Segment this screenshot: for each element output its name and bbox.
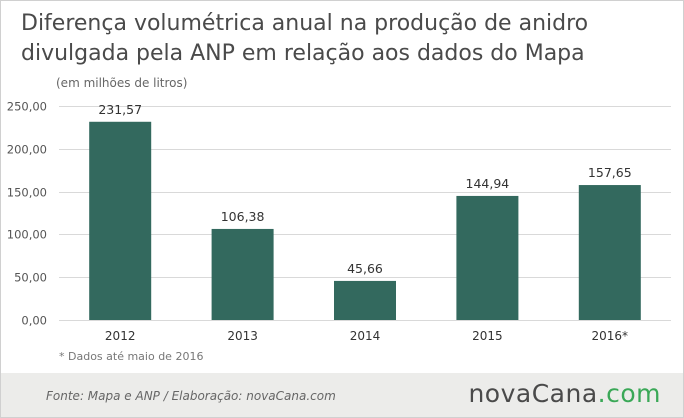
x-tick-label: 2012 [105, 329, 136, 343]
y-tick-label: 0,00 [21, 314, 47, 328]
data-label: 144,94 [466, 176, 510, 191]
bar-chart: 0,00 50,00 100,00 150,00 200,00 250,00 231,57 2… [7, 100, 671, 343]
x-tick-label: 2014 [350, 329, 381, 343]
bar [578, 185, 641, 320]
y-tick-label: 200,00 [7, 143, 47, 157]
data-label: 106,38 [221, 209, 265, 224]
x-tick-label: 2013 [227, 329, 258, 343]
data-label: 157,65 [588, 165, 632, 180]
bar [334, 280, 396, 320]
chart-subtitle: (em milhões de litros) [56, 76, 188, 90]
y-tick-label: 100,00 [7, 228, 47, 242]
novacana-logo[interactable]: novaCana.com [468, 379, 661, 408]
footer: Fonte: Mapa e ANP / Elaboração: novaCana… [1, 373, 683, 417]
y-tick-label: 250,00 [7, 100, 47, 114]
footnote: * Dados até maio de 2016 [59, 350, 204, 363]
data-label: 231,57 [98, 102, 142, 117]
chart-title: Diferença volumétrica anual na produção … [21, 11, 589, 66]
y-tick-label: 150,00 [7, 186, 47, 200]
y-tick-label: 50,00 [14, 271, 47, 285]
bar [211, 228, 274, 320]
x-tick-label: 2016* [592, 329, 629, 343]
logo-tld: .com [597, 379, 661, 408]
x-tick-label: 2015 [472, 329, 503, 343]
bar [89, 121, 152, 320]
data-label: 45,66 [347, 261, 383, 276]
bar [456, 195, 519, 320]
source-text: Fonte: Mapa e ANP / Elaboração: novaCana… [46, 389, 336, 403]
logo-main: novaCana [468, 379, 598, 408]
